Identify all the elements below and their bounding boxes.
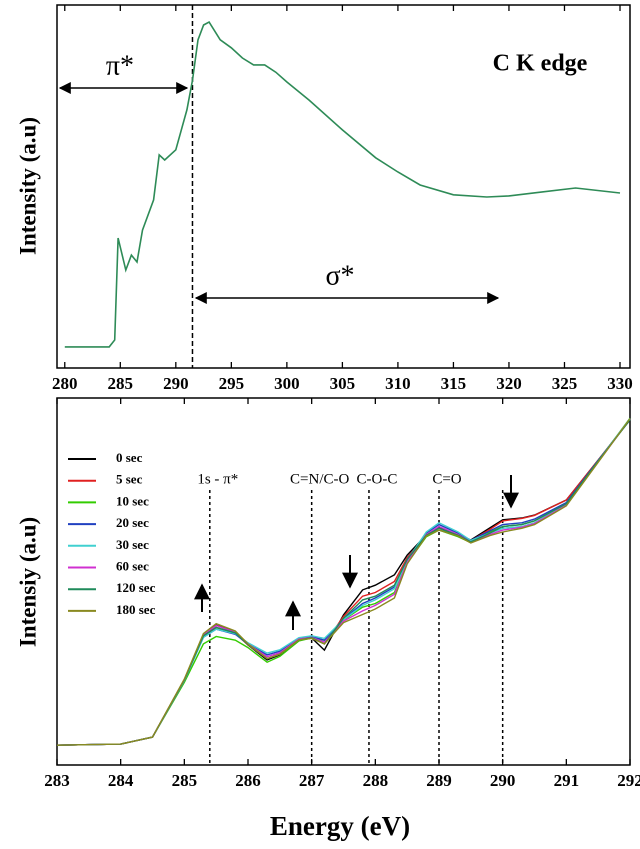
x-tick-label: 286 <box>235 771 261 790</box>
plot-frame <box>56 4 631 369</box>
x-tick-label: 305 <box>330 374 356 393</box>
x-tick-label: 315 <box>441 374 467 393</box>
peak-label: 1s - π* <box>197 471 238 487</box>
y-axis-label: Intensiy (a.u) <box>15 517 40 647</box>
legend-label: 60 sec <box>116 558 149 573</box>
legend-label: 30 sec <box>116 537 149 552</box>
legend-label: 120 sec <box>116 580 156 595</box>
x-tick-label: 288 <box>363 771 389 790</box>
x-tick-label: 285 <box>108 374 134 393</box>
peak-label: C=N/C-O <box>290 471 349 487</box>
x-tick-label: 284 <box>108 771 134 790</box>
legend-label: 20 sec <box>116 515 149 530</box>
x-tick-label: 291 <box>554 771 580 790</box>
x-tick-label: 310 <box>385 374 411 393</box>
x-tick-label: 289 <box>426 771 452 790</box>
annotation: C K edge <box>493 51 588 77</box>
peak-label: C-O-C <box>357 471 398 487</box>
x-tick-label: 325 <box>552 374 578 393</box>
x-axis-label: Energy (eV) <box>270 811 410 841</box>
x-tick-label: 287 <box>299 771 325 790</box>
x-tick-label: 320 <box>496 374 522 393</box>
spectrum-line <box>56 418 631 746</box>
x-tick-label: 300 <box>274 374 300 393</box>
x-tick-label: 292 <box>617 771 640 790</box>
x-tick-label: 280 <box>52 374 78 393</box>
peak-label: C=O <box>432 471 461 487</box>
legend-label: 180 sec <box>116 602 156 617</box>
x-tick-label: 290 <box>163 374 189 393</box>
x-tick-label: 330 <box>607 374 633 393</box>
legend-label: 5 sec <box>116 472 143 487</box>
spectrum-line <box>64 21 621 348</box>
plot-frame <box>56 397 631 766</box>
y-axis-label: Intensity (a.u) <box>15 117 40 255</box>
x-tick-label: 295 <box>219 374 245 393</box>
legend-label: 0 sec <box>116 450 143 465</box>
legend-label: 10 sec <box>116 493 149 508</box>
spectrum-line <box>56 418 631 746</box>
x-tick-label: 283 <box>44 771 70 790</box>
spectrum-line <box>56 419 631 746</box>
x-tick-label: 285 <box>172 771 198 790</box>
spectrum-line <box>56 418 631 746</box>
annotation: σ* <box>325 260 354 291</box>
x-tick-label: 290 <box>490 771 516 790</box>
annotation: π* <box>106 50 134 81</box>
